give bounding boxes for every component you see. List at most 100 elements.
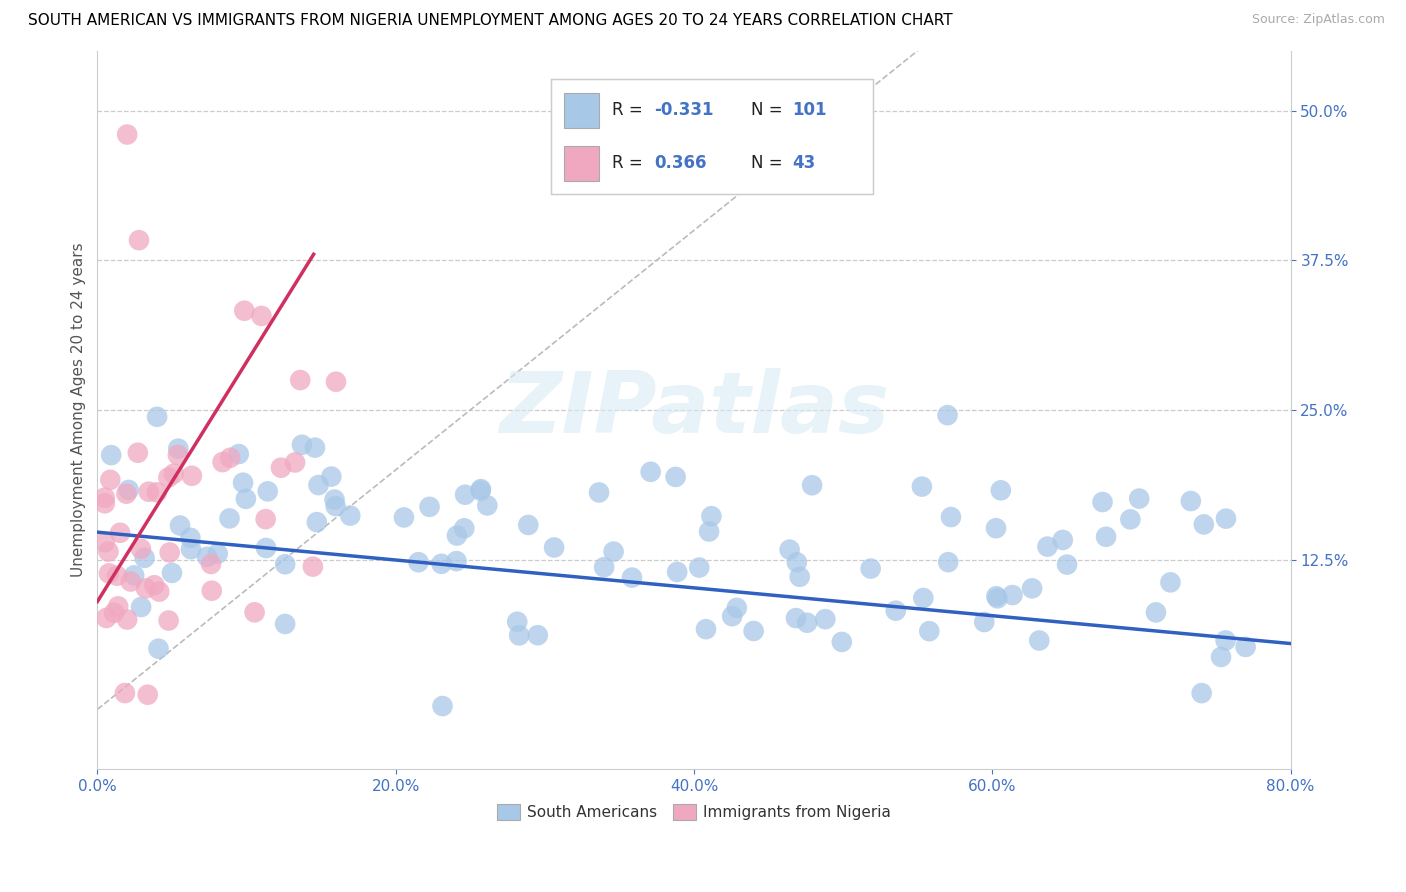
Point [1159, 575, 1181, 590]
Point [1021, 582, 1043, 596]
Point [936, 408, 959, 422]
Point [169, 518, 191, 533]
Point [148, 641, 170, 656]
Point [602, 544, 624, 558]
Point [243, 605, 266, 619]
Point [621, 571, 644, 585]
Point [688, 560, 710, 574]
Point [517, 518, 540, 533]
Point [114, 686, 136, 700]
Point [117, 483, 139, 497]
Point [779, 542, 801, 557]
Point [801, 478, 824, 492]
Point [786, 555, 808, 569]
Point [1119, 512, 1142, 526]
Y-axis label: Unemployment Among Ages 20 to 24 years: Unemployment Among Ages 20 to 24 years [72, 243, 86, 577]
Point [721, 609, 744, 624]
Point [1128, 491, 1150, 506]
Point [454, 488, 477, 502]
Point [159, 545, 181, 559]
Point [103, 606, 125, 620]
Point [432, 699, 454, 714]
Point [973, 615, 995, 629]
Point [157, 614, 180, 628]
Point [789, 570, 811, 584]
Point [408, 555, 430, 569]
Point [291, 438, 314, 452]
Point [990, 483, 1012, 498]
Point [235, 491, 257, 506]
Point [936, 555, 959, 569]
Point [201, 583, 224, 598]
Point [1144, 606, 1167, 620]
Point [167, 442, 190, 456]
Point [477, 499, 499, 513]
Point [1234, 640, 1257, 654]
Point [100, 448, 122, 462]
Point [108, 525, 131, 540]
Point [256, 484, 278, 499]
Point [135, 582, 157, 596]
Point [218, 511, 240, 525]
Point [323, 492, 346, 507]
Legend: South Americans, Immigrants from Nigeria: South Americans, Immigrants from Nigeria [491, 798, 897, 826]
Point [1036, 540, 1059, 554]
Point [543, 541, 565, 555]
Point [526, 628, 548, 642]
Point [986, 589, 1008, 603]
Point [250, 309, 273, 323]
Point [143, 578, 166, 592]
Point [128, 233, 150, 247]
Point [107, 599, 129, 614]
Text: SOUTH AMERICAN VS IMMIGRANTS FROM NIGERIA UNEMPLOYMENT AMONG AGES 20 TO 24 YEARS: SOUTH AMERICAN VS IMMIGRANTS FROM NIGERI… [28, 13, 953, 29]
Point [506, 615, 529, 629]
Point [911, 480, 934, 494]
Point [115, 613, 138, 627]
Point [325, 499, 347, 513]
Point [305, 515, 328, 529]
Point [127, 446, 149, 460]
Point [700, 509, 723, 524]
Point [1095, 530, 1118, 544]
Point [284, 455, 307, 469]
Point [274, 558, 297, 572]
Point [785, 611, 807, 625]
Point [814, 612, 837, 626]
Point [1191, 686, 1213, 700]
Point [180, 542, 202, 557]
Point [453, 521, 475, 535]
Point [325, 375, 347, 389]
Point [912, 591, 935, 605]
Point [1001, 588, 1024, 602]
Point [97, 544, 120, 558]
Point [742, 624, 765, 638]
Point [640, 465, 662, 479]
Point [98, 566, 121, 581]
Point [134, 550, 156, 565]
Point [195, 549, 218, 564]
Point [986, 591, 1008, 606]
Point [419, 500, 441, 514]
Point [508, 628, 530, 642]
Point [129, 600, 152, 615]
Point [146, 485, 169, 500]
Point [1052, 533, 1074, 547]
Point [163, 467, 186, 481]
Point [446, 554, 468, 568]
Point [593, 560, 616, 574]
Point [666, 565, 689, 579]
Point [302, 559, 325, 574]
Point [207, 547, 229, 561]
Point [167, 448, 190, 462]
Text: Source: ZipAtlas.com: Source: ZipAtlas.com [1251, 13, 1385, 27]
Point [697, 524, 720, 539]
Point [122, 568, 145, 582]
Point [392, 510, 415, 524]
Point [695, 622, 717, 636]
Point [219, 450, 242, 465]
Text: ZIPatlas: ZIPatlas [499, 368, 889, 451]
Point [1056, 558, 1078, 572]
Point [148, 584, 170, 599]
Point [115, 486, 138, 500]
Point [470, 483, 492, 498]
